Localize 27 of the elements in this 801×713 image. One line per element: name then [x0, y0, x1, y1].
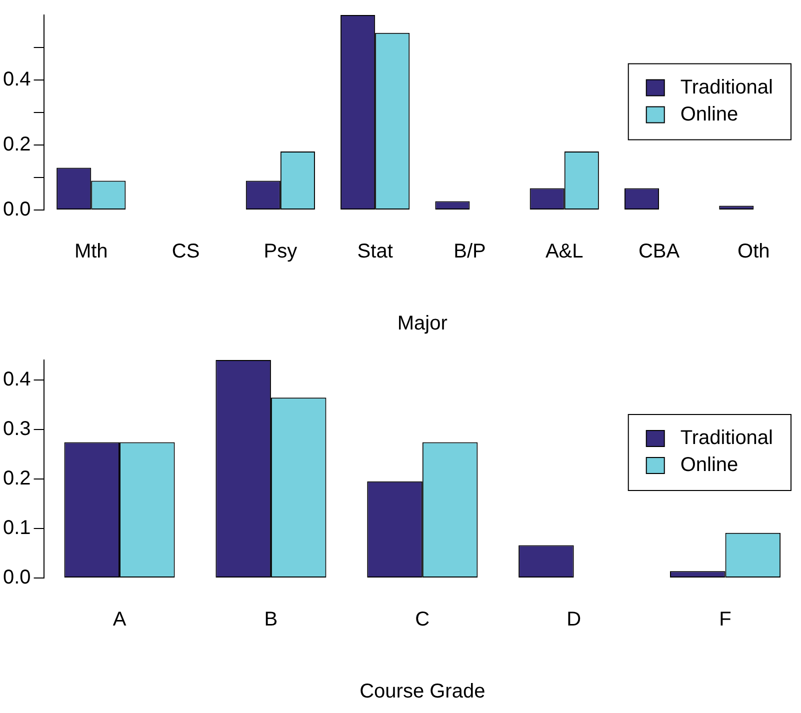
x-tick-label: A&L — [545, 240, 584, 263]
x-tick-label: Stat — [357, 240, 394, 263]
x-axis-title: Course Grade — [360, 680, 486, 703]
legend-label: Online — [680, 103, 738, 126]
x-tick-label: B — [264, 608, 278, 631]
x-tick-label: F — [719, 608, 732, 631]
y-tick-label: 0.0 — [2, 566, 31, 589]
x-tick-label: C — [415, 608, 430, 631]
x-tick-label: Oth — [738, 240, 770, 263]
y-tick-label: 0.2 — [2, 467, 31, 490]
legend-label: Online — [680, 454, 738, 476]
x-tick-label: CS — [172, 240, 200, 263]
x-tick-label: Mth — [74, 240, 108, 263]
x-axis-title: Major — [397, 312, 448, 335]
legend-label: Traditional — [680, 427, 774, 450]
x-tick-label: B/P — [454, 240, 486, 263]
y-tick-label: 0.4 — [2, 68, 31, 91]
y-tick-label: 0.2 — [2, 134, 31, 156]
x-tick-label: Psy — [264, 240, 298, 263]
x-tick-label: D — [566, 608, 582, 631]
x-tick-label: A — [112, 608, 127, 631]
y-tick-label: 0.3 — [2, 418, 31, 440]
x-tick-label: CBA — [638, 240, 680, 263]
y-tick-label: 0.4 — [2, 368, 31, 390]
legend-label: Traditional — [680, 76, 774, 98]
y-tick-label: 0.0 — [2, 198, 31, 221]
y-tick-label: 0.1 — [2, 516, 31, 539]
